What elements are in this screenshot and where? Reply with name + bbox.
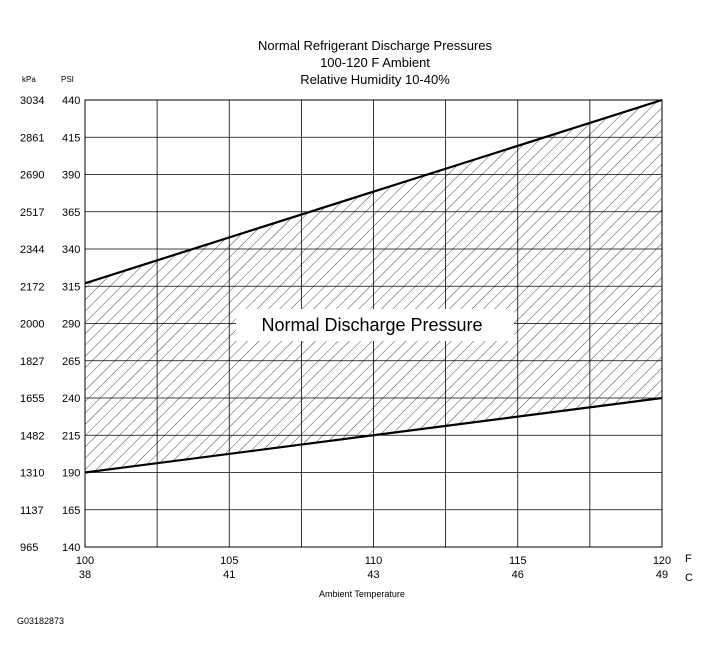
x-tick-label-f: 100 [76,555,94,567]
y-tick-label-psi: 315 [62,281,80,293]
y-tick-label-psi: 340 [62,244,80,256]
y-tick-label-kpa: 3034 [20,95,44,107]
x-tick-label-c: 41 [223,569,235,581]
y-tick-label-psi: 240 [62,393,80,405]
boundary-line-upper [84,98,663,285]
x-unit-secondary: C [685,572,693,584]
y-tick-label-psi: 165 [62,505,80,517]
y-axis-labels: 3034 440 2861 415 2690 390 2517 365 2344 340 2172 3… [20,95,80,554]
y-tick-label-psi: 390 [62,170,80,182]
region-label: Normal Discharge Pressure [261,315,482,335]
figure-id: G03182873 [17,616,64,626]
y-tick-label-kpa: 2172 [20,281,44,293]
y-tick-label-kpa: 965 [20,542,38,554]
x-tick-label-c: 46 [512,569,524,581]
x-axis-labels: 100 38 105 41 110 43 115 46 120 49 [76,555,671,581]
boundary-line-lower [84,396,663,474]
x-axis-title: Ambient Temperature [319,589,405,599]
y-tick-label-psi: 265 [62,356,80,368]
y-tick-label-psi: 415 [62,132,80,144]
y-unit-secondary: kPa [22,75,36,84]
y-tick-label-psi: 215 [62,430,80,442]
y-tick-label-psi: 190 [62,468,80,480]
y-tick-label-kpa: 2344 [20,244,44,256]
y-tick-label-kpa: 1310 [20,468,44,480]
y-tick-label-kpa: 2517 [20,207,44,219]
x-tick-label-c: 49 [656,569,668,581]
plot-border [84,99,663,548]
x-tick-label-f: 105 [220,555,238,567]
y-tick-label-kpa: 1137 [20,505,44,517]
chart-title: Normal Refrigerant Discharge Pressures 1… [258,38,493,87]
y-tick-label-kpa: 1655 [20,393,44,405]
boundary-lines [84,98,663,474]
title-line-1: Normal Refrigerant Discharge Pressures [258,38,493,53]
region-label-group: Normal Discharge Pressure [236,309,514,341]
title-line-2: 100-120 F Ambient [320,55,430,70]
y-unit-primary: PSI [61,75,74,84]
x-tick-label-f: 110 [365,555,383,567]
x-tick-label-c: 38 [79,569,91,581]
y-tick-label-psi: 440 [62,95,80,107]
y-tick-label-kpa: 2690 [20,170,44,182]
y-tick-label-kpa: 1482 [20,430,44,442]
title-line-3: Relative Humidity 10-40% [300,72,450,87]
x-tick-label-f: 120 [653,555,671,567]
y-tick-label-psi: 140 [62,542,80,554]
y-tick-label-kpa: 1827 [20,356,44,368]
region-label-background [236,309,514,341]
x-unit-primary: F [685,553,692,565]
y-tick-label-kpa: 2000 [20,319,44,331]
x-tick-label-c: 43 [367,569,379,581]
y-tick-label-kpa: 2861 [20,132,44,144]
x-tick-label-f: 115 [509,555,527,567]
y-tick-label-psi: 290 [62,319,80,331]
y-tick-label-psi: 365 [62,207,80,219]
